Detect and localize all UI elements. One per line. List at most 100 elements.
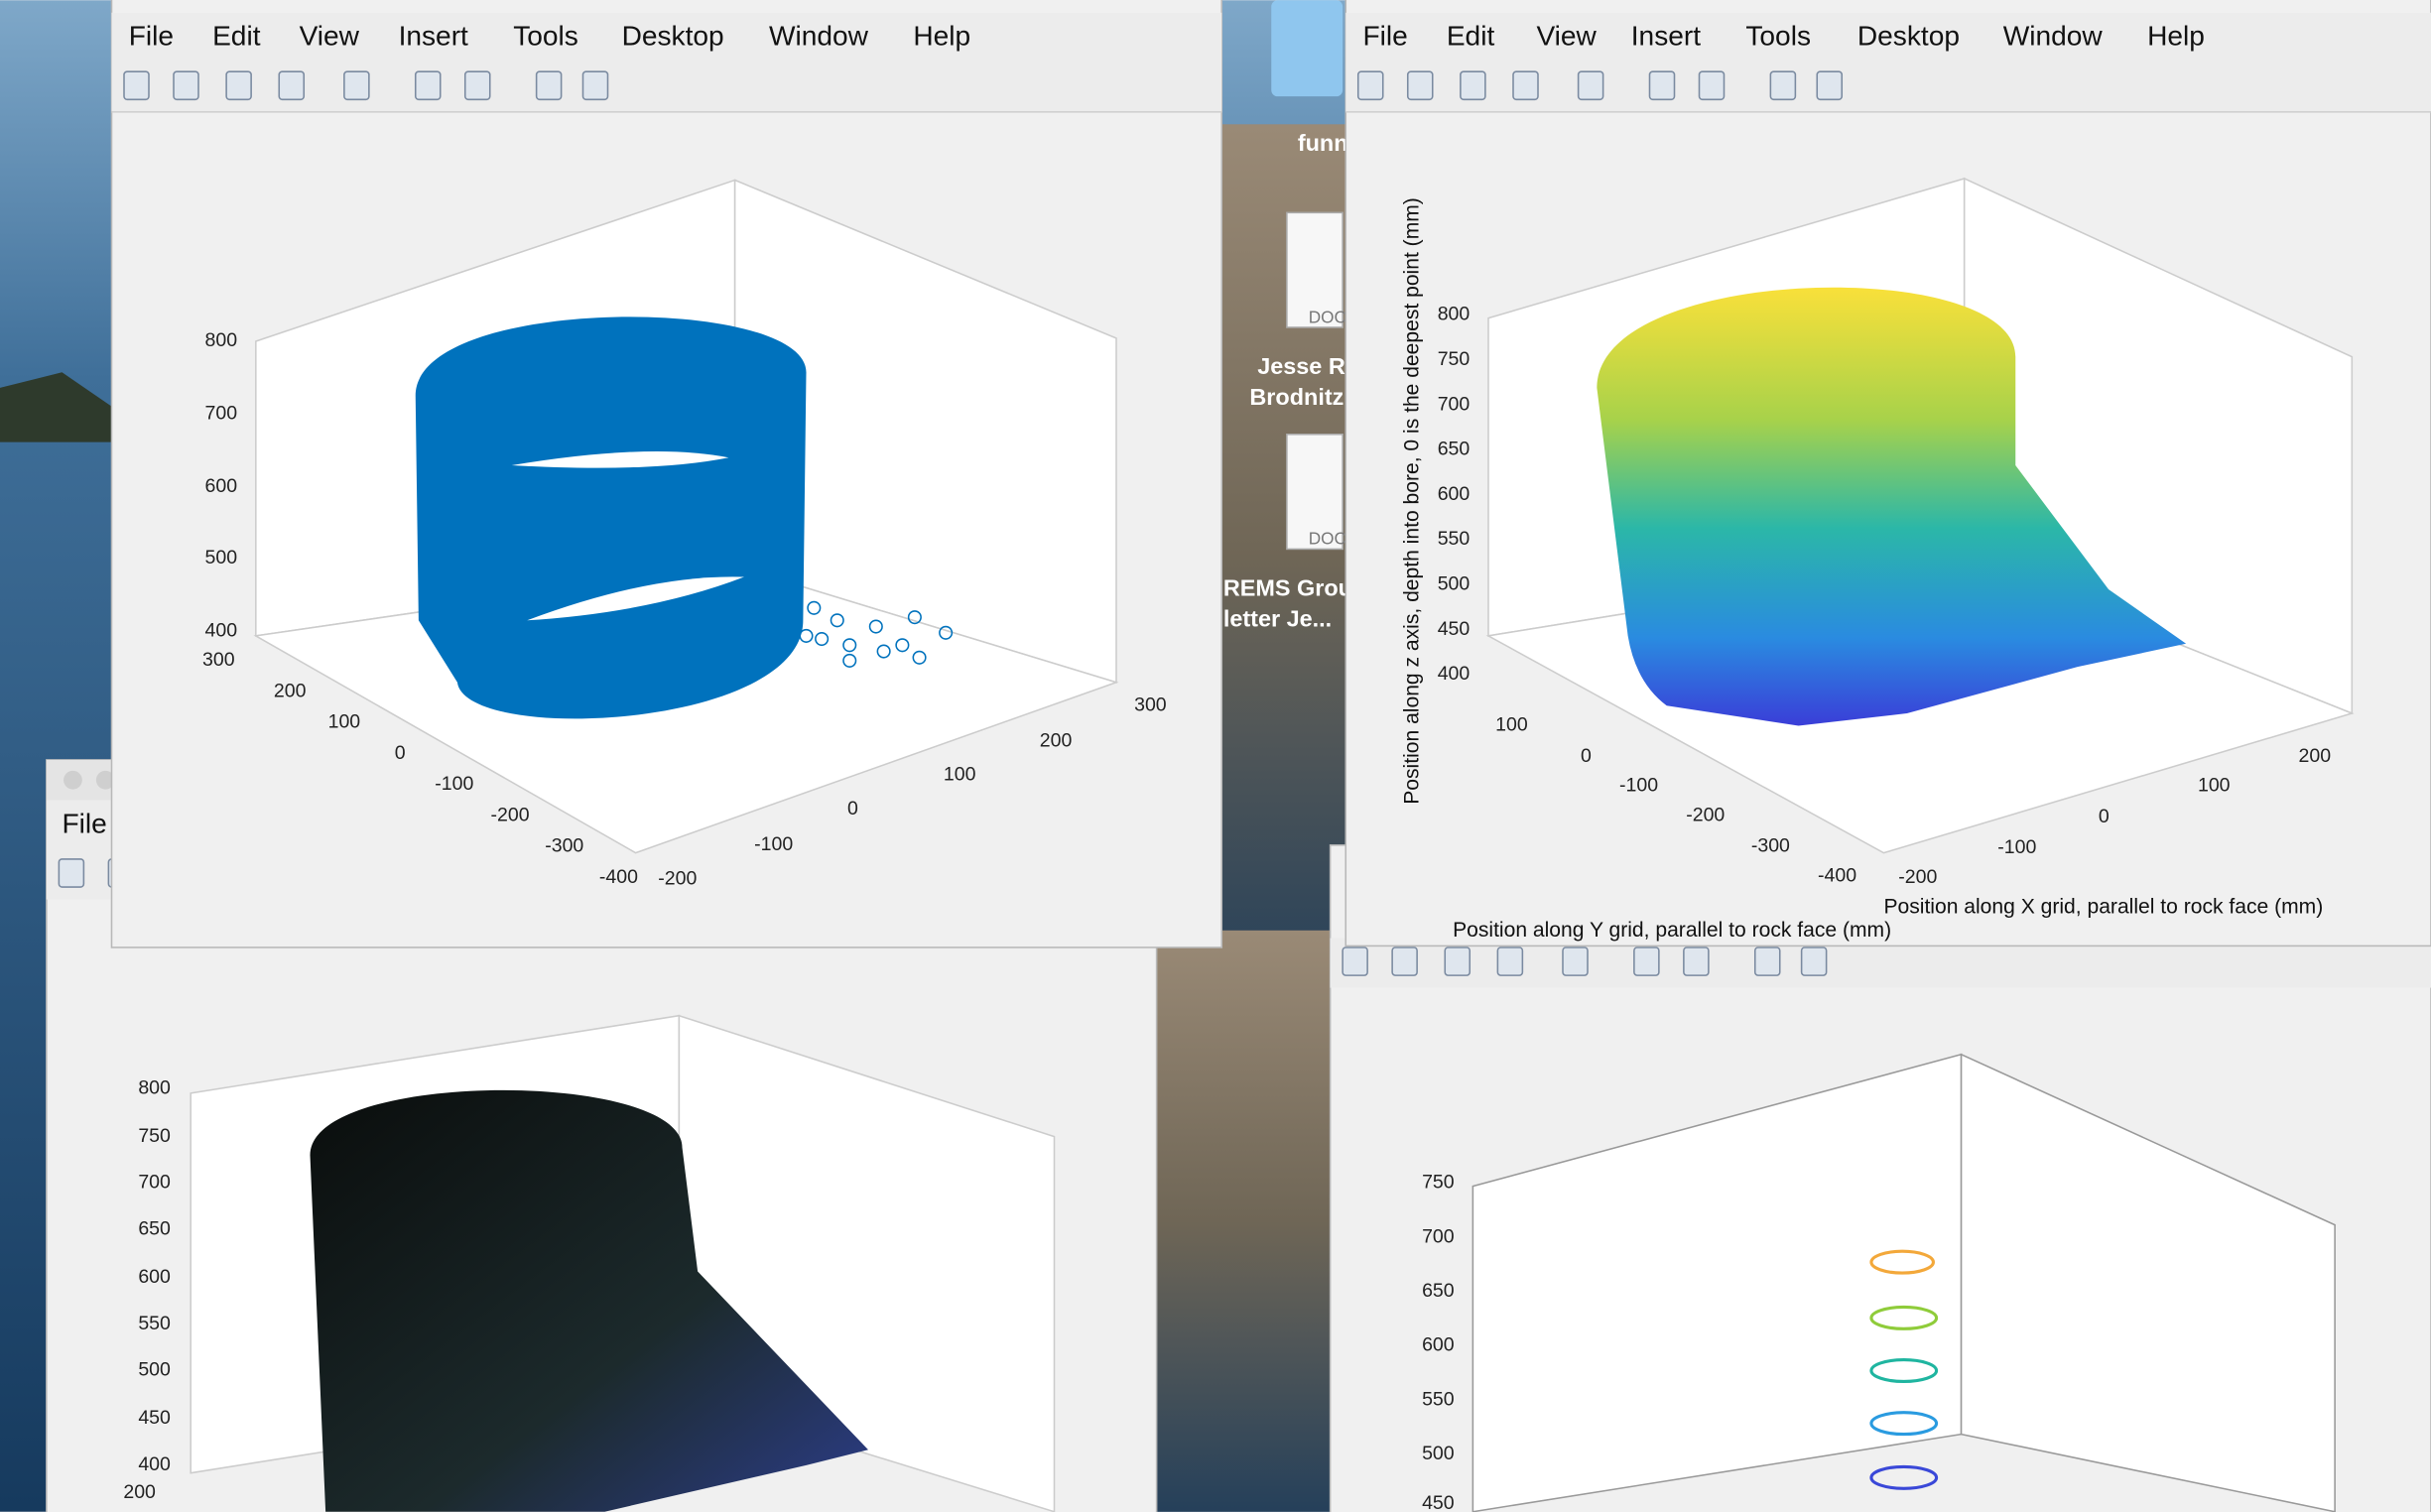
toolbar-button[interactable] (1342, 946, 1368, 976)
x-tick-label: 100 (944, 764, 976, 786)
menu-item[interactable]: File (63, 808, 107, 838)
x-tick-label: 0 (847, 798, 858, 819)
z-tick-label: 550 (138, 1313, 171, 1334)
menu-item[interactable]: Window (769, 21, 869, 52)
menu-item[interactable]: Tools (1745, 21, 1811, 52)
y-tick-label: -300 (1751, 835, 1790, 857)
toolbar-button[interactable] (1800, 946, 1828, 976)
y-axis-label: Position along Y grid, parallel to rock … (1453, 919, 1891, 942)
menu-item[interactable]: View (1536, 21, 1597, 52)
z-tick-label: 550 (1422, 1388, 1455, 1410)
icon-label[interactable]: letter Je... (1223, 606, 1332, 632)
window-control[interactable] (95, 770, 115, 790)
menu-item[interactable]: View (300, 21, 360, 52)
y-tick-label: 0 (1581, 745, 1592, 767)
toolbar-button[interactable] (1512, 70, 1539, 101)
x-tick-label: -100 (1997, 836, 2036, 858)
menu-item[interactable]: Window (2003, 21, 2104, 52)
y-tick-label: 0 (395, 742, 406, 764)
icon-label[interactable]: Jesse R (1257, 353, 1345, 379)
icon-label[interactable]: Brodnitz (1249, 384, 1343, 410)
scatter-gap (511, 450, 729, 468)
island (0, 372, 112, 442)
z-tick-label: 500 (1422, 1443, 1455, 1464)
toolbar-button[interactable] (1633, 946, 1660, 976)
menu-item[interactable]: Insert (399, 21, 468, 52)
z-tick-label: 650 (138, 1218, 171, 1240)
toolbar-button[interactable] (278, 70, 306, 101)
y-tick-label: 100 (1495, 714, 1528, 736)
toolbar-button[interactable] (1391, 946, 1418, 976)
x-tick-label: 0 (2099, 806, 2110, 827)
toolbar-button[interactable] (1496, 946, 1524, 976)
folder-icon[interactable] (1271, 0, 1343, 97)
x-tick-label: 200 (2299, 745, 2332, 767)
window-control[interactable] (64, 770, 82, 790)
z-tick-label: 600 (1422, 1334, 1455, 1356)
contour (1869, 1411, 1939, 1437)
toolbar-button[interactable] (123, 70, 150, 101)
toolbar-button[interactable] (1769, 70, 1797, 101)
menu-item[interactable]: Tools (513, 21, 578, 52)
icon-label[interactable]: REMS Grou (1223, 574, 1352, 600)
z-tick-label: 700 (1438, 393, 1471, 415)
contour (1869, 1305, 1939, 1330)
figure-window: File Edit View Insert Tools Desktop Window Help… (110, 0, 1223, 948)
toolbar-button[interactable] (414, 70, 442, 101)
menu-item[interactable]: Edit (1447, 21, 1495, 52)
toolbar-button[interactable] (1444, 946, 1471, 976)
toolbar-button[interactable] (1648, 70, 1676, 101)
toolbar-button[interactable] (343, 70, 370, 101)
toolbar-button[interactable] (1698, 70, 1726, 101)
menu-item[interactable]: Edit (212, 21, 261, 52)
x-tick-label: 200 (1040, 729, 1073, 751)
menu-item[interactable]: File (129, 21, 174, 52)
toolbar-button[interactable] (1753, 946, 1781, 976)
scatter-points (799, 600, 954, 668)
y-tick-label: 200 (274, 680, 307, 701)
menu-item[interactable]: Desktop (1857, 21, 1960, 52)
x-tick-label: -200 (658, 867, 697, 889)
toolbar-button[interactable] (1356, 70, 1384, 101)
toolbar-button[interactable] (58, 858, 85, 888)
x-tick-label: 300 (1134, 693, 1167, 715)
toolbar-button[interactable] (1816, 70, 1844, 101)
menu-item[interactable]: Help (913, 21, 970, 52)
toolbar-button[interactable] (535, 70, 563, 101)
toolbar-button[interactable] (463, 70, 491, 101)
icon-label[interactable]: funn (1298, 130, 1348, 156)
doc-icon[interactable] (1286, 211, 1343, 328)
scatter-cloud (415, 316, 807, 719)
menu-item[interactable]: File (1362, 21, 1407, 52)
y-tick-label: 200 (123, 1481, 156, 1503)
z-tick-label: 650 (1438, 439, 1471, 460)
x-tick-label: -100 (754, 833, 793, 855)
toolbar-button[interactable] (1562, 946, 1589, 976)
toolbar-button[interactable] (1577, 70, 1604, 101)
y-tick-label: -300 (545, 835, 583, 857)
z-tick-label: 800 (138, 1076, 171, 1098)
toolbar-button[interactable] (1683, 946, 1710, 976)
surface-plot (310, 1089, 868, 1512)
menu-item[interactable]: Insert (1631, 21, 1701, 52)
doc-tag: DOC (1309, 307, 1346, 326)
toolbar-button[interactable] (1406, 70, 1434, 101)
z-tick-label: 600 (1438, 483, 1471, 505)
doc-tag: DOC (1309, 529, 1346, 549)
menu-item[interactable]: Help (2147, 21, 2205, 52)
menu-item[interactable]: Desktop (622, 21, 724, 52)
toolbar-button[interactable] (225, 70, 252, 101)
scatter-gap (527, 576, 744, 621)
doc-icon[interactable] (1286, 434, 1343, 551)
toolbar-button[interactable] (581, 70, 609, 101)
z-tick-label: 750 (138, 1125, 171, 1147)
toolbar-button[interactable] (173, 70, 199, 101)
z-tick-label: 400 (205, 619, 238, 641)
toolbar-button[interactable] (1460, 70, 1486, 101)
figure-window: File Edit View Insert Tools Desktop Window Help… (1344, 0, 2431, 947)
contour (1869, 1464, 1939, 1490)
z-tick-label: 650 (1422, 1280, 1455, 1302)
z-tick-label: 700 (1422, 1225, 1455, 1247)
